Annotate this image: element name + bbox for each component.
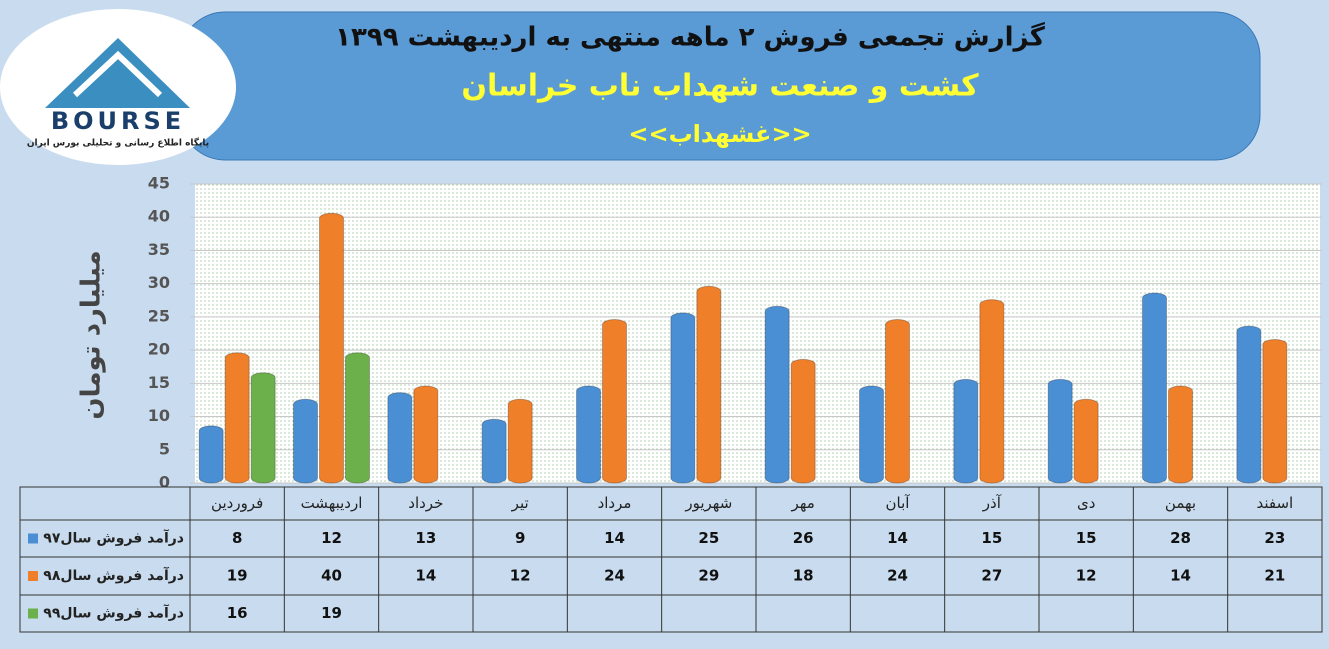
bar <box>670 312 696 484</box>
bar <box>696 285 722 484</box>
table-value: 12 <box>321 529 342 547</box>
table-value: 26 <box>793 529 814 547</box>
x-tick-label: دی <box>1077 494 1095 512</box>
legend-label: درآمد فروش سال۹۸ <box>43 566 184 584</box>
legend-swatch <box>28 533 38 544</box>
bar <box>198 425 224 484</box>
table-value: 25 <box>698 529 719 547</box>
x-tick-label: اسفند <box>1256 494 1293 512</box>
table-value: 13 <box>415 529 436 547</box>
bar <box>790 358 816 484</box>
bar <box>576 385 601 484</box>
x-tick-label: مرداد <box>598 494 632 512</box>
table-value: 12 <box>1076 567 1097 585</box>
y-tick-label: 0 <box>159 473 170 492</box>
bar <box>602 319 627 484</box>
table-bg <box>19 486 1323 633</box>
table-value: 27 <box>981 567 1002 585</box>
bar <box>1168 385 1193 484</box>
x-tick-label: فروردین <box>211 494 263 512</box>
y-tick-label: 5 <box>159 439 170 458</box>
table-value: 24 <box>887 567 908 585</box>
bar <box>979 299 1005 484</box>
y-tick-label: 45 <box>148 174 170 193</box>
table-value: 24 <box>604 567 625 585</box>
x-tick-label: آذر <box>982 494 1002 512</box>
y-tick-label: 35 <box>148 240 170 259</box>
bar <box>345 352 370 484</box>
bar <box>387 392 413 484</box>
table-value: 29 <box>698 567 719 585</box>
bar <box>1262 338 1288 484</box>
x-tick-label: خرداد <box>408 494 443 512</box>
table-value: 14 <box>1170 567 1191 585</box>
legend-swatch <box>28 608 38 619</box>
x-tick-label: آبان <box>886 494 911 512</box>
y-axis-label: میلیارد تومان <box>77 250 107 419</box>
y-tick-label: 30 <box>148 273 170 292</box>
logo-tagline: پایگاه اطلاع رسانی و تحلیلی بورس ایران <box>27 137 209 149</box>
bar <box>413 385 439 484</box>
table-value: 23 <box>1264 529 1285 547</box>
bar <box>1073 398 1099 484</box>
table-value: 9 <box>515 529 525 547</box>
chart-title: گزارش تجمعی فروش ۲ ماهه منتهی به اردیبهش… <box>335 22 1046 53</box>
table-value: 15 <box>981 529 1002 547</box>
y-tick-label: 25 <box>148 306 170 325</box>
logo-name: BOURSE <box>51 107 185 135</box>
bar <box>764 305 790 484</box>
table-value: 16 <box>227 604 248 622</box>
x-tick-label: مهر <box>791 494 815 512</box>
chart-subtitle: کشت و صنعت شهداب ناب خراسان <box>461 69 979 104</box>
legend-swatch <box>28 571 38 581</box>
symbol: <<غشهداب>> <box>628 120 811 148</box>
legend-label: درآمد فروش سال۹۹ <box>43 604 184 622</box>
bar <box>953 378 979 484</box>
bar <box>250 372 276 484</box>
table-value: 21 <box>1264 567 1285 585</box>
table-value: 18 <box>793 567 814 585</box>
table-value: 12 <box>510 567 531 585</box>
y-tick-label: 20 <box>148 340 170 359</box>
bar <box>1236 325 1262 484</box>
table-value: 8 <box>232 529 242 547</box>
x-tick-label: شهریور <box>684 494 732 512</box>
logo-icon <box>72 50 163 98</box>
bar <box>319 212 344 484</box>
bar <box>859 385 884 484</box>
x-tick-label: اردیبهشت <box>301 494 363 512</box>
plot-area <box>195 184 1320 483</box>
table-value: 19 <box>227 567 248 585</box>
table-value: 28 <box>1170 529 1191 547</box>
bar <box>481 418 507 484</box>
x-tick-label: تیر <box>511 494 529 512</box>
bar <box>293 398 318 484</box>
y-tick-label: 10 <box>148 406 170 425</box>
bar <box>507 398 533 484</box>
table-value: 14 <box>887 529 908 547</box>
table-value: 14 <box>415 567 436 585</box>
bar <box>224 352 250 484</box>
table-value: 40 <box>321 567 342 585</box>
bar <box>1142 292 1167 484</box>
y-tick-label: 40 <box>148 207 170 226</box>
bar <box>1047 378 1073 484</box>
x-tick-label: بهمن <box>1165 494 1196 512</box>
legend-label: درآمد فروش سال۹۷ <box>43 529 184 547</box>
bar <box>885 319 910 484</box>
table-value: 15 <box>1076 529 1097 547</box>
table-value: 14 <box>604 529 625 547</box>
y-tick-label: 15 <box>148 373 170 392</box>
table-value: 19 <box>321 604 342 622</box>
